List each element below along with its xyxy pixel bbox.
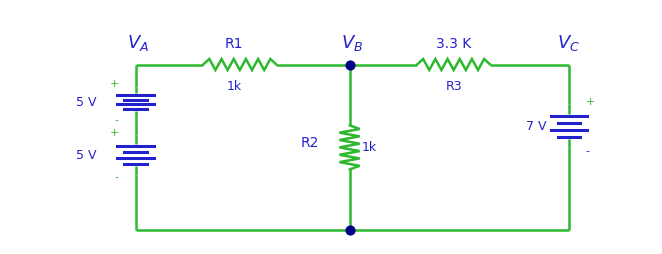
Text: 5 V: 5 V [76,149,97,162]
Point [344,228,355,232]
Text: -: - [115,172,119,182]
Text: 1k: 1k [362,141,377,154]
Text: R3: R3 [446,80,462,93]
Text: +: + [109,80,119,89]
Text: 7 V: 7 V [526,120,547,133]
Text: $V_C$: $V_C$ [557,34,581,53]
Text: 1k: 1k [226,80,242,93]
Text: R2: R2 [300,136,318,150]
Text: 3.3 K: 3.3 K [436,37,471,51]
Text: +: + [109,128,119,138]
Text: $V_B$: $V_B$ [341,34,363,53]
Text: -: - [586,146,590,156]
Point [344,62,355,67]
Text: 5 V: 5 V [76,96,97,108]
Text: R1: R1 [225,37,244,51]
Text: -: - [115,115,119,125]
Text: +: + [586,97,595,107]
Text: $V_A$: $V_A$ [128,34,150,53]
